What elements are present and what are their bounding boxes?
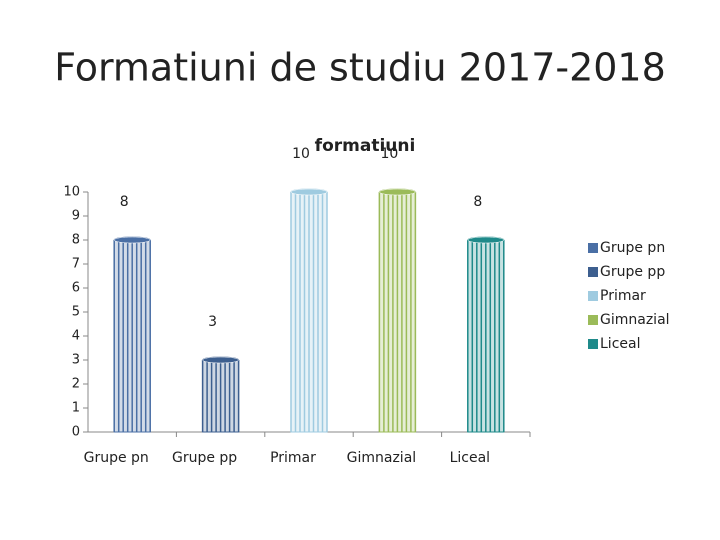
data-label: 10: [380, 146, 398, 162]
y-tick-label: 5: [72, 305, 80, 320]
data-label: 3: [208, 314, 217, 330]
legend-label: Liceal: [600, 336, 640, 352]
x-tick-label: Liceal: [450, 450, 490, 466]
legend-swatch: [588, 315, 598, 325]
bar: [378, 188, 416, 433]
legend-label: Primar: [600, 288, 646, 304]
legend-label: Grupe pn: [600, 240, 665, 256]
bar: [202, 356, 240, 433]
y-tick-label: 1: [72, 401, 80, 416]
bar-top: [202, 356, 239, 364]
y-tick-label: 7: [72, 257, 80, 272]
data-label: 8: [120, 194, 129, 210]
x-tick-label: Gimnazial: [347, 450, 417, 466]
legend-label: Grupe pp: [600, 264, 665, 280]
bar: [290, 188, 328, 433]
data-label: 10: [292, 146, 310, 162]
legend-label: Gimnazial: [600, 312, 670, 328]
chart-title: formatiuni: [315, 136, 416, 156]
x-tick-label: Grupe pp: [172, 450, 237, 466]
y-tick-label: 10: [63, 185, 80, 200]
y-tick-label: 4: [72, 329, 80, 344]
bar: [467, 236, 505, 433]
slide-title: Formatiuni de studiu 2017-2018: [54, 46, 666, 90]
bar-top: [379, 188, 416, 196]
y-tick-label: 2: [72, 377, 80, 392]
bar-top: [467, 236, 505, 244]
y-tick-label: 9: [72, 209, 80, 224]
legend-swatch: [588, 267, 598, 277]
y-tick-label: 0: [72, 425, 80, 440]
legend-swatch: [588, 291, 598, 301]
legend-swatch: [588, 339, 598, 349]
x-tick-label: Primar: [270, 450, 316, 466]
y-tick-label: 6: [72, 281, 80, 296]
data-label: 8: [473, 194, 482, 210]
bar: [113, 236, 151, 433]
bar-top: [113, 236, 151, 244]
bar-top: [290, 188, 328, 196]
y-tick-label: 3: [72, 353, 80, 368]
x-tick-label: Grupe pn: [84, 450, 149, 466]
y-tick-label: 8: [72, 233, 80, 248]
legend-swatch: [588, 243, 598, 253]
